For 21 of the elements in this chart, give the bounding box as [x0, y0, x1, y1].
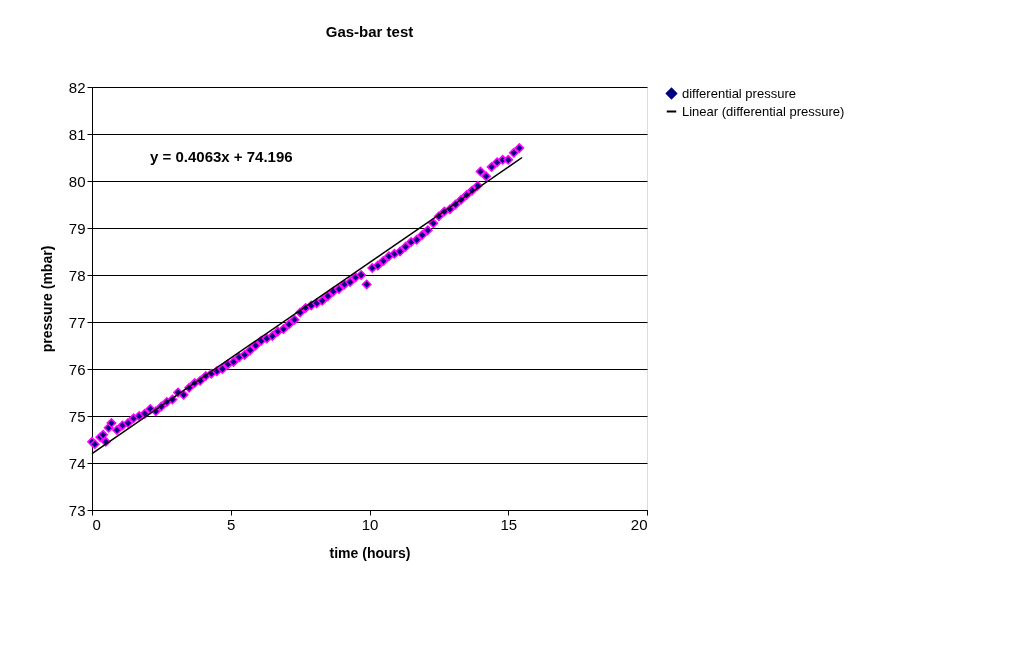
y-tick-label: 82	[68, 78, 86, 96]
y-axis-title: pressure (mbar)	[38, 245, 55, 353]
legend-label: differential pressure	[682, 85, 796, 101]
x-tick-label: 5	[227, 515, 236, 533]
x-tick-label: 20	[630, 515, 648, 533]
x-tick-label: 10	[361, 515, 379, 533]
annotation: y = 0.4063x + 74.196	[150, 148, 293, 165]
legend-label: Linear (differential pressure)	[682, 103, 845, 119]
y-tick-label: 74	[68, 454, 86, 472]
x-axis-title: time (hours)	[329, 544, 411, 561]
chart-title: Gas-bar test	[325, 23, 414, 40]
y-tick-label: 75	[68, 407, 86, 425]
y-tick-label: 77	[68, 313, 86, 331]
y-tick-label: 80	[68, 172, 86, 190]
y-tick-label: 79	[68, 219, 86, 237]
x-tick-label: 0	[92, 515, 101, 533]
x-tick-label: 15	[500, 515, 518, 533]
y-tick-label: 76	[68, 360, 86, 378]
y-tick-label: 81	[68, 125, 86, 143]
y-tick-label: 73	[68, 501, 86, 519]
y-tick-label: 78	[68, 266, 86, 284]
